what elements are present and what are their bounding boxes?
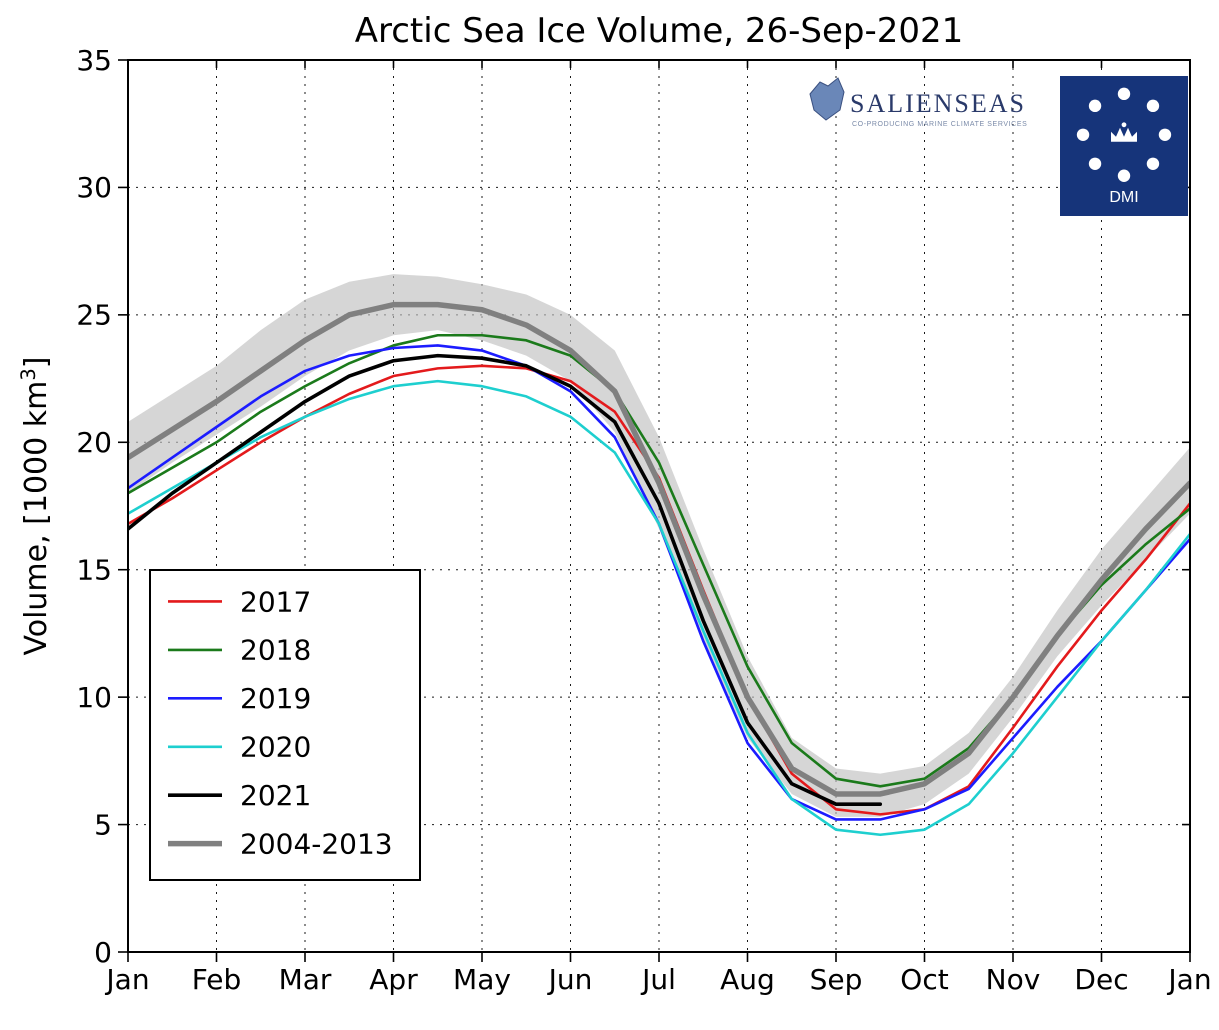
ytick-label: 35 bbox=[76, 44, 112, 77]
dmi-dot bbox=[1118, 170, 1130, 182]
dmi-dot bbox=[1077, 129, 1089, 141]
ytick-label: 20 bbox=[76, 426, 112, 459]
xtick-label: Apr bbox=[369, 963, 418, 996]
xtick-label: Nov bbox=[986, 963, 1041, 996]
legend: 2017 2018 2019 2020 2021 2004-2013 bbox=[150, 570, 420, 880]
xtick-label: Aug bbox=[720, 963, 775, 996]
legend-label: 2004-2013 bbox=[240, 827, 393, 860]
ytick-label: 15 bbox=[76, 554, 112, 587]
dmi-logo: DMI bbox=[1060, 76, 1188, 216]
dmi-dot bbox=[1118, 88, 1130, 100]
dmi-dot bbox=[1147, 100, 1159, 112]
salienseas-sub: CO-PRODUCING MARINE CLIMATE SERVICES bbox=[852, 121, 1027, 128]
dmi-dot bbox=[1089, 100, 1101, 112]
ytick-label: 10 bbox=[76, 681, 112, 714]
xtick-label: Jan bbox=[1166, 963, 1211, 996]
xtick-label: Jul bbox=[640, 963, 676, 996]
legend-label: 2019 bbox=[240, 682, 311, 715]
dmi-dot bbox=[1089, 158, 1101, 170]
chart-svg: JanFebMarAprMayJunJulAugSepOctNovDecJan0… bbox=[0, 0, 1219, 1030]
xtick-label: May bbox=[453, 963, 511, 996]
xtick-label: Jun bbox=[547, 963, 593, 996]
dmi-dot bbox=[1159, 129, 1171, 141]
legend-label: 2021 bbox=[240, 779, 311, 812]
xtick-label: Dec bbox=[1074, 963, 1128, 996]
legend-label: 2018 bbox=[240, 634, 311, 667]
xtick-label: Oct bbox=[900, 963, 948, 996]
ytick-label: 25 bbox=[76, 299, 112, 332]
legend-label: 2020 bbox=[240, 731, 311, 764]
xtick-label: Mar bbox=[279, 963, 332, 996]
ytick-label: 30 bbox=[76, 171, 112, 204]
ytick-label: 0 bbox=[94, 936, 112, 969]
xtick-label: Sep bbox=[810, 963, 863, 996]
salienseas-text: SALIENSEAS bbox=[850, 89, 1026, 118]
legend-label: 2017 bbox=[240, 585, 311, 618]
chart-container: JanFebMarAprMayJunJulAugSepOctNovDecJan0… bbox=[0, 0, 1219, 1030]
y-axis-label: Volume, [1000 km3] bbox=[17, 357, 55, 656]
dmi-dot bbox=[1147, 158, 1159, 170]
ytick-label: 5 bbox=[94, 808, 112, 841]
xtick-label: Feb bbox=[192, 963, 242, 996]
chart-title: Arctic Sea Ice Volume, 26-Sep-2021 bbox=[355, 11, 964, 51]
dmi-label: DMI bbox=[1109, 189, 1138, 206]
